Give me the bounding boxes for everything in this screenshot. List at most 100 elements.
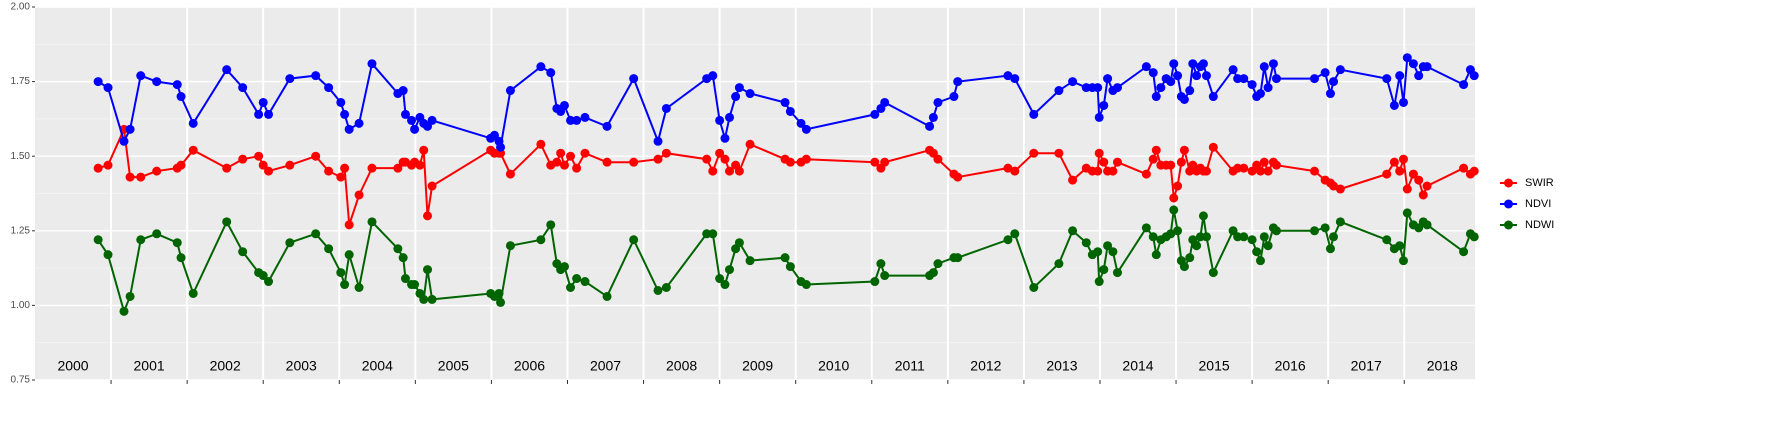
data-point bbox=[546, 220, 556, 230]
data-point bbox=[1141, 62, 1151, 72]
data-point bbox=[720, 154, 730, 164]
data-point bbox=[1108, 247, 1118, 257]
data-point bbox=[725, 166, 735, 176]
data-point bbox=[1198, 211, 1208, 221]
data-point bbox=[1469, 232, 1479, 242]
year-label: 2002 bbox=[210, 358, 241, 374]
data-point bbox=[1192, 241, 1202, 251]
data-point bbox=[1309, 166, 1319, 176]
data-point bbox=[258, 271, 268, 281]
data-point bbox=[400, 274, 410, 284]
data-point bbox=[1173, 226, 1183, 236]
data-point bbox=[1402, 208, 1412, 218]
data-point bbox=[1166, 229, 1176, 239]
data-point bbox=[1094, 112, 1104, 122]
legend-label: NDVI bbox=[1525, 198, 1551, 210]
data-point bbox=[1418, 190, 1428, 200]
data-point bbox=[264, 277, 274, 287]
data-point bbox=[546, 68, 556, 78]
data-point bbox=[1414, 71, 1424, 81]
data-point bbox=[1408, 59, 1418, 69]
year-label: 2004 bbox=[362, 358, 393, 374]
data-point bbox=[780, 253, 790, 263]
data-point bbox=[536, 139, 546, 149]
data-point bbox=[407, 115, 417, 125]
data-point bbox=[344, 124, 354, 134]
data-point bbox=[536, 235, 546, 245]
data-point bbox=[354, 190, 364, 200]
data-point bbox=[1208, 142, 1218, 152]
data-point bbox=[93, 77, 103, 87]
data-point bbox=[629, 235, 639, 245]
data-point bbox=[1255, 89, 1265, 99]
data-point bbox=[559, 262, 569, 272]
data-point bbox=[427, 115, 437, 125]
data-point bbox=[1093, 166, 1103, 176]
data-point bbox=[1068, 226, 1078, 236]
data-point bbox=[1148, 154, 1158, 164]
data-point bbox=[1054, 259, 1064, 269]
data-point bbox=[103, 250, 113, 260]
data-point bbox=[254, 151, 264, 161]
data-point bbox=[536, 62, 546, 72]
data-point bbox=[505, 86, 515, 96]
data-point bbox=[222, 65, 232, 75]
data-point bbox=[1395, 166, 1405, 176]
data-point bbox=[1173, 71, 1183, 81]
data-point bbox=[1201, 232, 1211, 242]
data-point bbox=[1414, 175, 1424, 185]
data-point bbox=[1185, 86, 1195, 96]
data-point bbox=[715, 115, 725, 125]
data-point bbox=[708, 71, 718, 81]
data-point bbox=[367, 217, 377, 227]
data-point bbox=[336, 172, 346, 182]
data-point bbox=[238, 83, 248, 93]
data-point bbox=[1422, 181, 1432, 191]
data-point bbox=[1398, 256, 1408, 266]
data-point bbox=[103, 83, 113, 93]
data-point bbox=[1459, 80, 1469, 90]
data-point bbox=[410, 280, 420, 290]
data-point bbox=[311, 151, 321, 161]
data-point bbox=[559, 160, 569, 170]
data-point bbox=[1103, 74, 1113, 84]
data-point bbox=[1422, 62, 1432, 72]
data-point bbox=[1208, 92, 1218, 102]
data-point bbox=[125, 124, 135, 134]
data-point bbox=[496, 297, 506, 307]
year-label: 2001 bbox=[134, 358, 165, 374]
data-point bbox=[1148, 68, 1158, 78]
data-point bbox=[1408, 169, 1418, 179]
data-point bbox=[602, 121, 612, 131]
data-point bbox=[393, 163, 403, 173]
data-point bbox=[785, 262, 795, 272]
data-point bbox=[393, 244, 403, 254]
data-point bbox=[1395, 241, 1405, 251]
data-point bbox=[1166, 160, 1176, 170]
data-point bbox=[580, 148, 590, 158]
data-point bbox=[745, 139, 755, 149]
data-point bbox=[780, 97, 790, 107]
data-point bbox=[136, 71, 146, 81]
data-point bbox=[876, 259, 886, 269]
data-point bbox=[1263, 241, 1273, 251]
data-point bbox=[928, 268, 938, 278]
data-point bbox=[415, 160, 425, 170]
data-point bbox=[285, 74, 295, 84]
data-point bbox=[1320, 223, 1330, 233]
data-point bbox=[1239, 232, 1249, 242]
data-point bbox=[801, 154, 811, 164]
data-point bbox=[1228, 65, 1238, 75]
year-label: 2013 bbox=[1046, 358, 1077, 374]
data-point bbox=[136, 235, 146, 245]
data-point bbox=[1108, 166, 1118, 176]
data-point bbox=[661, 148, 671, 158]
data-point bbox=[1469, 71, 1479, 81]
year-label: 2012 bbox=[970, 358, 1001, 374]
data-point bbox=[311, 229, 321, 239]
data-point bbox=[344, 250, 354, 260]
data-point bbox=[1148, 232, 1158, 242]
data-point bbox=[1099, 157, 1109, 167]
data-point bbox=[423, 265, 433, 275]
legend-swatch bbox=[1504, 199, 1513, 209]
